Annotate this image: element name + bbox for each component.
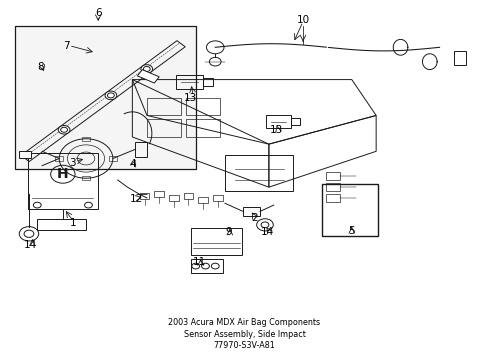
Bar [190, 228, 242, 255]
Bar [321, 184, 377, 235]
Bar [37, 220, 86, 230]
Circle shape [261, 222, 268, 228]
Text: 4: 4 [129, 159, 135, 169]
Bar [212, 195, 222, 201]
Text: 13: 13 [184, 93, 197, 103]
Bar [55, 156, 63, 161]
Bar [82, 176, 90, 180]
Bar [176, 75, 203, 89]
Bar [27, 153, 98, 209]
Text: 7: 7 [63, 41, 70, 50]
Text: 5: 5 [348, 226, 354, 236]
Bar [140, 193, 149, 199]
Text: 14: 14 [24, 239, 38, 249]
Text: 12: 12 [129, 194, 142, 204]
Bar [203, 78, 212, 86]
Text: 13: 13 [269, 125, 282, 135]
Text: 11: 11 [193, 257, 206, 267]
Bar [15, 26, 195, 169]
Text: 2: 2 [250, 213, 257, 222]
Bar [135, 142, 147, 157]
Bar [82, 136, 90, 141]
Text: 6: 6 [95, 8, 102, 18]
Text: 14: 14 [261, 227, 274, 237]
Bar [109, 156, 117, 161]
Bar [19, 151, 31, 158]
Bar [198, 197, 207, 203]
Text: 3: 3 [69, 158, 76, 168]
Bar [147, 119, 181, 137]
Text: 1: 1 [69, 218, 76, 228]
Text: 2003 Acura MDX Air Bag Components
Sensor Assembly, Side Impact
77970-S3V-A81: 2003 Acura MDX Air Bag Components Sensor… [168, 318, 320, 350]
Bar [326, 194, 339, 202]
Circle shape [143, 67, 150, 72]
Bar [453, 51, 466, 65]
Bar [243, 207, 260, 216]
Circle shape [107, 93, 114, 98]
Bar [326, 172, 339, 180]
Bar [185, 98, 220, 116]
Circle shape [61, 127, 67, 132]
Text: H: H [57, 167, 68, 181]
Bar [168, 195, 178, 201]
Bar [326, 183, 339, 191]
Bar [183, 193, 193, 199]
Text: 10: 10 [296, 15, 309, 26]
Bar [137, 69, 159, 83]
Circle shape [105, 91, 117, 100]
Text: 9: 9 [225, 227, 232, 237]
Bar [185, 119, 220, 137]
Circle shape [58, 126, 70, 134]
Circle shape [141, 65, 152, 73]
Text: 8: 8 [37, 62, 44, 72]
Bar [266, 116, 290, 128]
Circle shape [24, 230, 34, 237]
Bar [190, 259, 222, 273]
Bar [147, 98, 181, 116]
Bar [224, 155, 293, 191]
Bar [154, 192, 163, 197]
Bar [290, 118, 299, 126]
